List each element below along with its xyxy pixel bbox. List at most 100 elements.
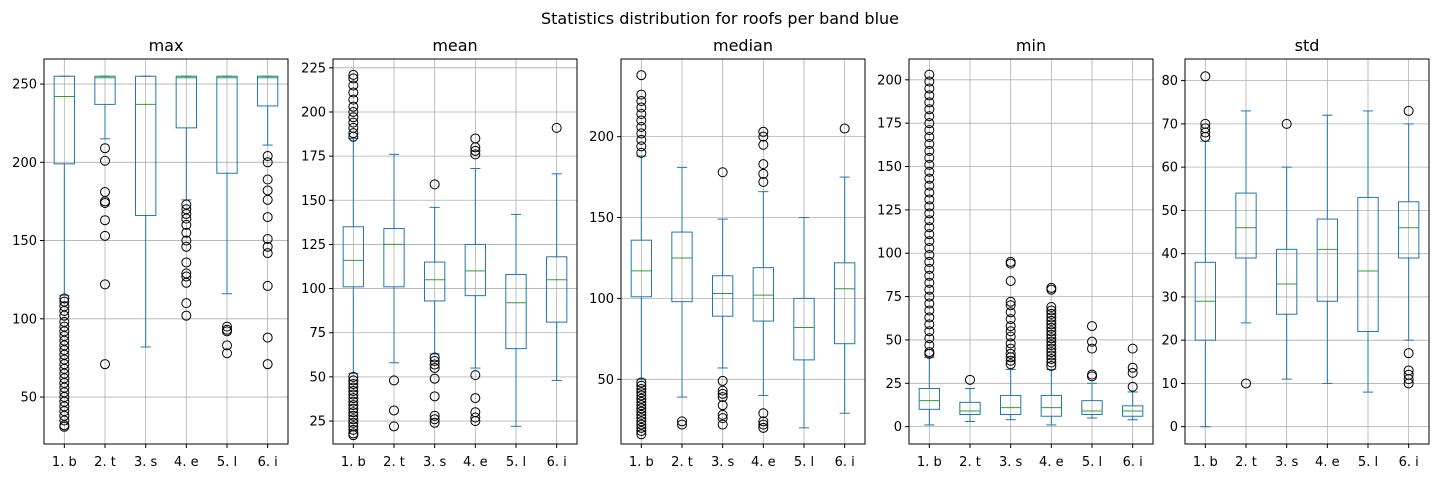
flier-point — [636, 377, 647, 388]
flier-point — [181, 235, 192, 246]
flier-point — [222, 326, 232, 337]
flier-point — [1046, 340, 1057, 351]
flier-point — [1046, 301, 1057, 312]
flier-point — [100, 279, 110, 290]
flier-point — [717, 167, 728, 178]
flier-point — [1046, 347, 1057, 358]
flier-point — [636, 70, 647, 81]
box-iqr — [1276, 248, 1298, 315]
box-iqr — [959, 401, 981, 416]
box-iqr — [342, 226, 364, 288]
box-3 — [712, 167, 734, 430]
flier-point — [1005, 348, 1016, 359]
y-tick-label: 200 — [12, 156, 37, 171]
flier-point — [100, 197, 110, 208]
flier-point — [924, 104, 935, 115]
flier-point — [59, 305, 70, 316]
box-6 — [1398, 105, 1420, 389]
y-tick-label: 150 — [877, 160, 902, 175]
flier-point — [1046, 319, 1057, 330]
flier-point — [1200, 127, 1211, 138]
box-iqr — [1040, 394, 1062, 417]
x-tick-label: 5. l — [794, 455, 814, 470]
y-tick-label: 125 — [877, 203, 902, 218]
flier-point — [924, 215, 935, 226]
x-tick-label: 1. b — [1193, 455, 1218, 470]
box-iqr — [1000, 394, 1022, 416]
flier-point — [636, 429, 647, 440]
box-iqr — [135, 75, 157, 217]
box-iqr — [793, 297, 815, 361]
box-3 — [424, 179, 446, 428]
y-tick-label: 25 — [309, 415, 326, 430]
box-2 — [959, 374, 981, 422]
y-tick-label: 20 — [1161, 334, 1178, 349]
flier-point — [429, 179, 440, 190]
flier-point — [758, 416, 769, 427]
flier-point — [181, 298, 192, 309]
flier-point — [636, 96, 647, 107]
flier-point — [262, 248, 273, 259]
flier-point — [924, 263, 935, 274]
flier-point — [636, 102, 647, 113]
flier-point — [100, 155, 110, 166]
flier-point — [1005, 331, 1016, 342]
flier-point — [1200, 71, 1211, 82]
flier-point — [1200, 131, 1211, 142]
y-tick-label: 0 — [894, 420, 902, 435]
flier-point — [924, 76, 935, 87]
flier-point — [1005, 300, 1016, 311]
flier-point — [924, 173, 935, 184]
x-tick-label: 6. i — [547, 455, 567, 470]
flier-point — [717, 385, 728, 396]
y-tick-label: 25 — [885, 377, 902, 392]
flier-point — [717, 400, 728, 411]
axes-frame — [908, 58, 1154, 445]
figure-title: Statistics distribution for roofs per ba… — [541, 9, 899, 28]
flier-point — [100, 230, 110, 241]
box-4 — [1040, 282, 1062, 426]
flier-point — [348, 131, 359, 142]
flier-point — [924, 284, 935, 295]
x-tick-label: 4. e — [174, 455, 199, 470]
axes-frame — [332, 58, 578, 445]
flier-point — [1087, 321, 1097, 332]
box-iqr — [383, 228, 405, 288]
x-tick-label: 1. b — [917, 455, 942, 470]
flier-point — [924, 236, 935, 247]
flier-point — [429, 359, 440, 370]
flier-point — [636, 121, 647, 132]
flier-point — [1005, 296, 1016, 307]
flier-point — [262, 332, 273, 343]
x-tick-label: 3. s — [423, 455, 447, 470]
flier-point — [1127, 362, 1138, 373]
flier-point — [1005, 326, 1016, 337]
flier-point — [429, 355, 440, 366]
flier-point — [348, 106, 359, 117]
flier-point — [924, 348, 935, 359]
flier-point — [1005, 321, 1016, 332]
flier-point — [758, 131, 769, 142]
flier-point — [924, 270, 935, 281]
flier-point — [429, 410, 440, 421]
flier-point — [1241, 378, 1251, 389]
flier-point — [470, 142, 481, 153]
flier-point — [1046, 326, 1057, 337]
box-6 — [257, 75, 279, 370]
x-tick-label: 4. e — [751, 455, 776, 470]
flier-point — [181, 208, 192, 219]
flier-point — [924, 249, 935, 260]
flier-point — [348, 424, 359, 435]
panel-median: 50 100 150 200 1. b 2. t 3. s 4. e 5. l 6. i media… — [589, 36, 866, 470]
x-tick-label: 5. l — [1082, 455, 1102, 470]
flier-point — [262, 359, 273, 370]
flier-point — [758, 176, 769, 187]
flier-point — [348, 73, 359, 84]
flier-point — [924, 145, 935, 156]
flier-point — [470, 370, 481, 381]
flier-point — [222, 321, 232, 332]
y-tick-label: 0 — [1170, 420, 1178, 435]
flier-point — [348, 112, 359, 123]
flier-point — [1046, 312, 1057, 323]
